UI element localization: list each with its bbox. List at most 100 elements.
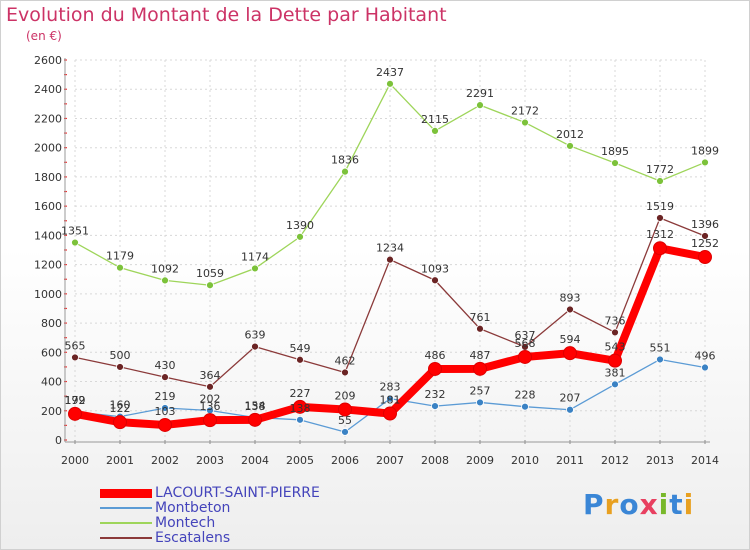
- data-label-montech: 2012: [556, 128, 584, 141]
- data-point-lacourt-saint-pierre: [68, 406, 82, 421]
- data-point-montbeton: [161, 404, 169, 412]
- data-label-montbeton: 381: [605, 366, 626, 379]
- legend-swatch: [100, 488, 152, 498]
- y-tick-label: 1800: [34, 171, 62, 184]
- data-label-lacourt-saint-pierre: 122: [110, 402, 131, 415]
- data-point-lacourt-saint-pierre: [113, 415, 127, 430]
- data-label-montech: 1836: [331, 154, 359, 167]
- data-point-lacourt-saint-pierre: [158, 417, 172, 432]
- data-label-escatalens: 639: [245, 329, 266, 342]
- data-label-montbeton: 55: [338, 414, 352, 427]
- data-label-montbeton: 138: [290, 402, 311, 415]
- data-point-escatalens: [161, 373, 169, 382]
- data-point-montbeton: [386, 394, 394, 403]
- x-tick-label: 2014: [691, 454, 719, 467]
- data-label-montbeton: 219: [155, 390, 176, 403]
- x-tick-label: 2003: [196, 454, 224, 467]
- data-label-lacourt-saint-pierre: 136: [200, 400, 221, 413]
- x-tick-label: 2002: [151, 454, 179, 467]
- y-tick-label: 2000: [34, 142, 62, 155]
- data-label-montech: 1351: [61, 225, 89, 238]
- data-point-escatalens: [701, 232, 709, 240]
- y-tick-label: 800: [41, 317, 62, 330]
- data-label-escatalens: 736: [605, 314, 626, 327]
- y-tick-label: 1000: [34, 288, 62, 301]
- x-tick-label: 2009: [466, 454, 494, 467]
- data-point-escatalens: [431, 276, 439, 285]
- data-point-lacourt-saint-pierre: [293, 399, 307, 414]
- data-point-montech: [116, 263, 124, 272]
- data-label-escatalens: 500: [110, 349, 131, 362]
- data-label-montbeton: 232: [425, 388, 446, 401]
- logo-letter: i: [683, 488, 695, 521]
- legend-label: Montbeton: [155, 500, 231, 516]
- data-label-escatalens: 1093: [421, 262, 449, 275]
- data-label-montech: 1390: [286, 219, 314, 232]
- data-label-escatalens: 1396: [691, 218, 719, 231]
- proxiti-logo: Proxiti: [583, 488, 694, 521]
- data-label-lacourt-saint-pierre: 486: [425, 349, 446, 362]
- legend-entry: LACOURT-SAINT-PIERRE: [100, 485, 320, 501]
- y-tick-label: 2400: [34, 83, 62, 96]
- y-unit-label: (en €): [26, 29, 62, 43]
- data-point-escatalens: [71, 353, 79, 362]
- data-label-lacourt-saint-pierre: 181: [380, 394, 401, 407]
- data-point-escatalens: [341, 368, 349, 377]
- data-point-escatalens: [206, 382, 214, 391]
- data-point-montech: [161, 276, 169, 285]
- y-tick-label: 2200: [34, 112, 62, 125]
- data-point-montech: [611, 159, 619, 167]
- data-label-escatalens: 1234: [376, 242, 404, 255]
- data-point-montech: [386, 79, 394, 88]
- data-point-lacourt-saint-pierre: [473, 361, 487, 376]
- data-label-lacourt-saint-pierre: 568: [515, 337, 536, 350]
- data-label-montbeton: 207: [560, 392, 581, 405]
- data-point-montech: [521, 118, 529, 127]
- data-label-montech: 1899: [691, 144, 719, 157]
- logo-letter: x: [639, 488, 659, 521]
- data-point-montbeton: [701, 363, 709, 372]
- data-label-montech: 1179: [106, 250, 134, 263]
- data-label-escatalens: 430: [155, 359, 176, 372]
- logo-letter: P: [583, 488, 605, 521]
- x-tick-label: 2013: [646, 454, 674, 467]
- legend-label: Escatalens: [155, 530, 231, 546]
- data-point-escatalens: [656, 214, 664, 222]
- legend-label: LACOURT-SAINT-PIERRE: [155, 485, 320, 501]
- data-label-escatalens: 549: [290, 342, 311, 355]
- data-label-lacourt-saint-pierre: 594: [560, 333, 581, 346]
- legend-entry: Montbeton: [100, 500, 230, 516]
- data-point-montech: [206, 281, 214, 290]
- data-label-lacourt-saint-pierre: 543: [605, 341, 626, 354]
- data-label-montech: 2115: [421, 113, 449, 126]
- data-point-montech: [251, 264, 259, 273]
- logo-letter: r: [604, 488, 620, 521]
- data-point-montbeton: [296, 415, 304, 424]
- data-point-lacourt-saint-pierre: [563, 346, 577, 361]
- data-point-montbeton: [341, 428, 349, 436]
- data-point-montbeton: [656, 355, 664, 364]
- y-tick-label: 1400: [34, 229, 62, 242]
- data-label-lacourt-saint-pierre: 1312: [646, 228, 674, 241]
- data-label-escatalens: 637: [515, 329, 536, 342]
- data-label-lacourt-saint-pierre: 179: [65, 394, 86, 407]
- data-point-lacourt-saint-pierre: [653, 241, 667, 256]
- data-point-escatalens: [116, 363, 124, 371]
- y-tick-label: 0: [55, 434, 62, 447]
- legend-label: Montech: [155, 515, 216, 531]
- data-label-montbeton: 551: [650, 341, 671, 354]
- x-tick-label: 2004: [241, 454, 269, 467]
- data-point-montbeton: [431, 402, 439, 410]
- data-point-escatalens: [476, 324, 484, 333]
- data-point-montbeton: [521, 402, 529, 411]
- data-label-montbeton: 202: [200, 392, 221, 405]
- data-point-montbeton: [611, 380, 619, 389]
- data-label-lacourt-saint-pierre: 487: [470, 349, 491, 362]
- y-tick-label: 200: [41, 405, 62, 418]
- y-tick-label: 2600: [34, 54, 62, 67]
- data-label-escatalens: 364: [200, 369, 221, 382]
- y-tick-label: 600: [41, 346, 62, 359]
- data-point-lacourt-saint-pierre: [608, 353, 622, 368]
- data-label-lacourt-saint-pierre: 227: [290, 387, 311, 400]
